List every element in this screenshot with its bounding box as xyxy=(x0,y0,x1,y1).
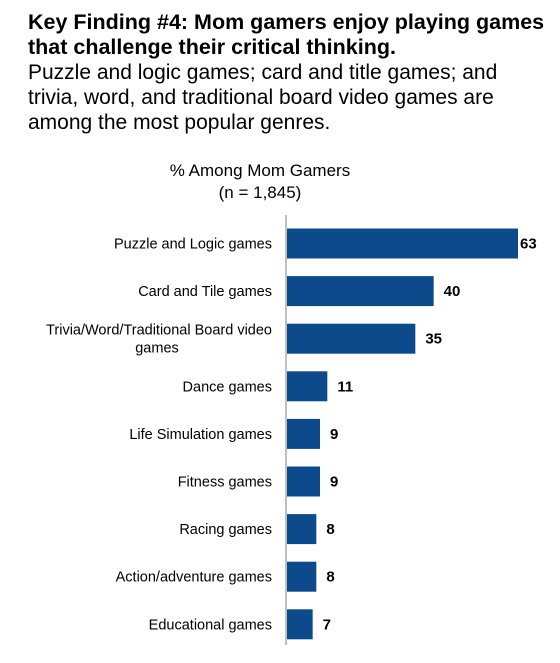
bar-7 xyxy=(287,561,317,592)
data-label-4: 9 xyxy=(330,426,338,443)
data-label-0: 63 xyxy=(520,236,537,253)
category-label-5: Fitness games xyxy=(178,475,272,491)
bar-6 xyxy=(287,514,317,545)
key-finding-description: Puzzle and logic games; card and title g… xyxy=(28,61,498,134)
bar-chart: 63 Puzzle and Logic games 40 Card and Tile … xyxy=(46,215,537,645)
bar-3 xyxy=(287,371,328,402)
chart-subtitle: (n = 1,845) xyxy=(218,183,302,202)
heading: Key Finding #4: Mom gamers enjoy playing… xyxy=(28,10,548,135)
data-label-1: 40 xyxy=(444,283,461,300)
category-label-0: Puzzle and Logic games xyxy=(114,237,272,253)
bar-0 xyxy=(287,228,518,259)
category-label-2: Trivia/Word/Traditional Board video games xyxy=(46,323,272,357)
chart-title: % Among Mom Gamers xyxy=(169,161,351,180)
category-label-4: Life Simulation games xyxy=(129,427,272,443)
data-label-2: 35 xyxy=(425,331,442,348)
bar-1 xyxy=(287,276,434,307)
category-label-1: Card and Tile games xyxy=(138,284,272,300)
bar-5 xyxy=(287,466,320,497)
bar-2 xyxy=(287,323,416,354)
data-label-3: 11 xyxy=(337,378,353,395)
data-label-6: 8 xyxy=(326,521,334,538)
data-label-8: 7 xyxy=(323,616,331,633)
category-label-3: Dance games xyxy=(183,379,272,395)
bar-8 xyxy=(287,609,313,640)
data-label-5: 9 xyxy=(330,474,338,491)
category-label-8: Educational games xyxy=(149,617,272,633)
key-finding-title: Key Finding #4: Mom gamers enjoy playing… xyxy=(28,10,545,59)
category-label-6: Racing games xyxy=(179,522,272,538)
data-label-7: 8 xyxy=(326,569,334,586)
chart-title-block: % Among Mom Gamers (n = 1,845) xyxy=(0,160,520,204)
bar-4 xyxy=(287,418,320,449)
category-label-7: Action/adventure games xyxy=(116,570,272,586)
